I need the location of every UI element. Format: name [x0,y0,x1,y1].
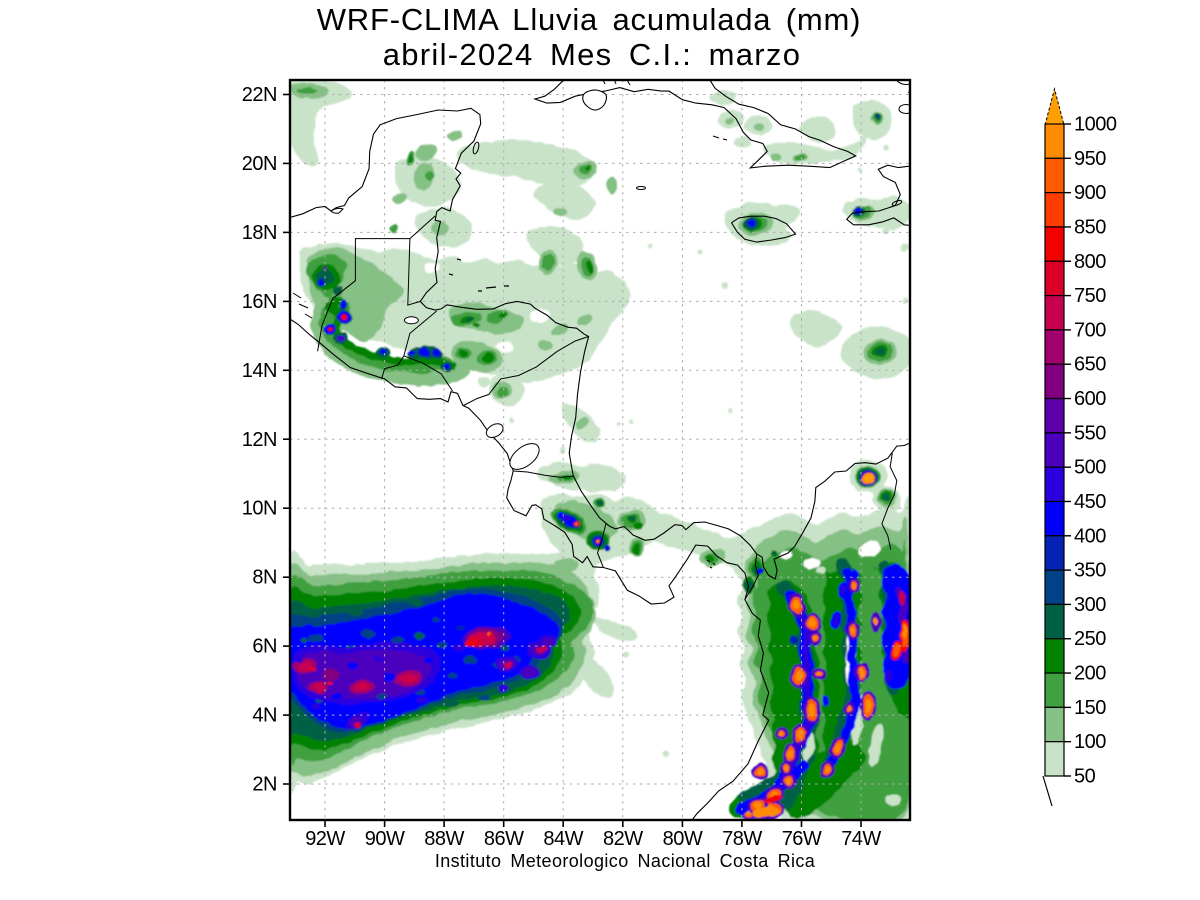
svg-text:400: 400 [1074,525,1106,547]
svg-text:82W: 82W [603,828,643,850]
svg-text:1000: 1000 [1074,114,1117,136]
svg-text:6N: 6N [252,636,277,658]
svg-text:200: 200 [1074,663,1106,685]
svg-text:850: 850 [1074,216,1106,238]
svg-text:950: 950 [1074,148,1106,170]
svg-text:150: 150 [1074,697,1106,719]
svg-text:92W: 92W [305,828,345,850]
svg-text:22N: 22N [242,84,277,106]
svg-text:Instituto Meteorologico Nacion: Instituto Meteorologico Nacional Costa R… [435,851,816,871]
svg-text:300: 300 [1074,594,1106,616]
svg-text:500: 500 [1074,457,1106,479]
svg-text:80W: 80W [663,828,703,850]
svg-text:4N: 4N [252,705,277,727]
svg-text:700: 700 [1074,319,1106,341]
svg-text:650: 650 [1074,354,1106,376]
svg-text:600: 600 [1074,388,1106,410]
svg-text:20N: 20N [242,153,277,175]
svg-text:78W: 78W [722,828,762,850]
svg-text:900: 900 [1074,182,1106,204]
svg-text:14N: 14N [242,360,277,382]
svg-text:76W: 76W [782,828,822,850]
svg-text:abril-2024 Mes C.I.: marzo: abril-2024 Mes C.I.: marzo [383,37,802,72]
svg-text:88W: 88W [424,828,464,850]
svg-text:250: 250 [1074,628,1106,650]
svg-text:86W: 86W [484,828,524,850]
svg-text:16N: 16N [242,291,277,313]
svg-text:90W: 90W [365,828,405,850]
svg-text:2N: 2N [252,774,277,796]
svg-text:74W: 74W [841,828,881,850]
svg-text:750: 750 [1074,285,1106,307]
svg-text:18N: 18N [242,222,277,244]
svg-text:50: 50 [1074,766,1096,788]
svg-text:8N: 8N [252,567,277,589]
svg-text:800: 800 [1074,251,1106,273]
svg-text:100: 100 [1074,731,1106,753]
svg-text:450: 450 [1074,491,1106,513]
svg-text:550: 550 [1074,422,1106,444]
svg-text:10N: 10N [242,498,277,520]
svg-text:84W: 84W [543,828,583,850]
svg-text:WRF-CLIMA Lluvia acumulada (mm: WRF-CLIMA Lluvia acumulada (mm) [317,2,862,37]
svg-text:12N: 12N [242,429,277,451]
svg-text:350: 350 [1074,560,1106,582]
